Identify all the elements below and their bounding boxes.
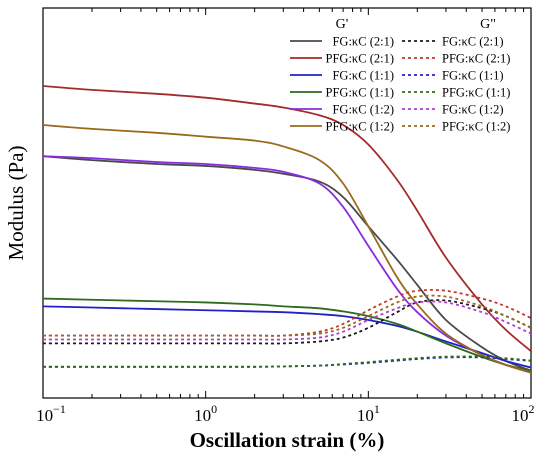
legend-label-loss: PFG:κC (1:1) [442, 86, 510, 100]
series-line-storage-3 [43, 297, 531, 372]
series-line-storage-0 [43, 155, 531, 372]
series-line-loss-9 [43, 355, 531, 368]
legend-label-storage: FG:κC (1:2) [332, 103, 394, 117]
legend-label-loss: FG:κC (2:1) [442, 35, 504, 49]
legend-label-storage: PFG:κC (2:1) [326, 52, 394, 66]
legend-header-loss: G" [480, 17, 496, 32]
legend-label-loss: FG:κC (1:2) [442, 103, 504, 117]
legend-label-storage: FG:κC (2:1) [332, 35, 394, 49]
y-axis-label: Modulus (Pa) [4, 146, 28, 261]
x-tick-label: 100 [194, 402, 217, 425]
series-lines [43, 85, 531, 374]
series-line-loss-6 [43, 299, 531, 345]
x-axis-label: Oscillation strain (%) [190, 428, 385, 452]
x-tick-label: 10−1 [36, 402, 66, 425]
legend-label-storage: FG:κC (1:1) [332, 69, 394, 83]
legend-header-storage: G' [336, 17, 349, 32]
legend-label-loss: PFG:κC (1:2) [442, 120, 510, 134]
legend-label-loss: PFG:κC (2:1) [442, 52, 510, 66]
series-line-loss-7 [43, 288, 531, 337]
legend-label-loss: FG:κC (1:1) [442, 69, 504, 83]
series-line-storage-5 [43, 124, 531, 374]
series-line-storage-1 [43, 85, 531, 352]
legend-label-storage: PFG:κC (1:2) [326, 120, 394, 134]
legend: G' G" FG:κC (2:1) PFG:κC (2:1) FG:κC (1:1)… [290, 17, 510, 134]
series-line-loss-11 [43, 294, 531, 337]
legend-label-storage: PFG:κC (1:1) [326, 86, 394, 100]
x-tick-label: 102 [512, 402, 535, 425]
series-line-loss-10 [43, 300, 531, 341]
axis-ticks: 10−1 100 101 102 [36, 8, 535, 425]
x-tick-label: 101 [357, 402, 380, 425]
plot-area [42, 7, 532, 399]
